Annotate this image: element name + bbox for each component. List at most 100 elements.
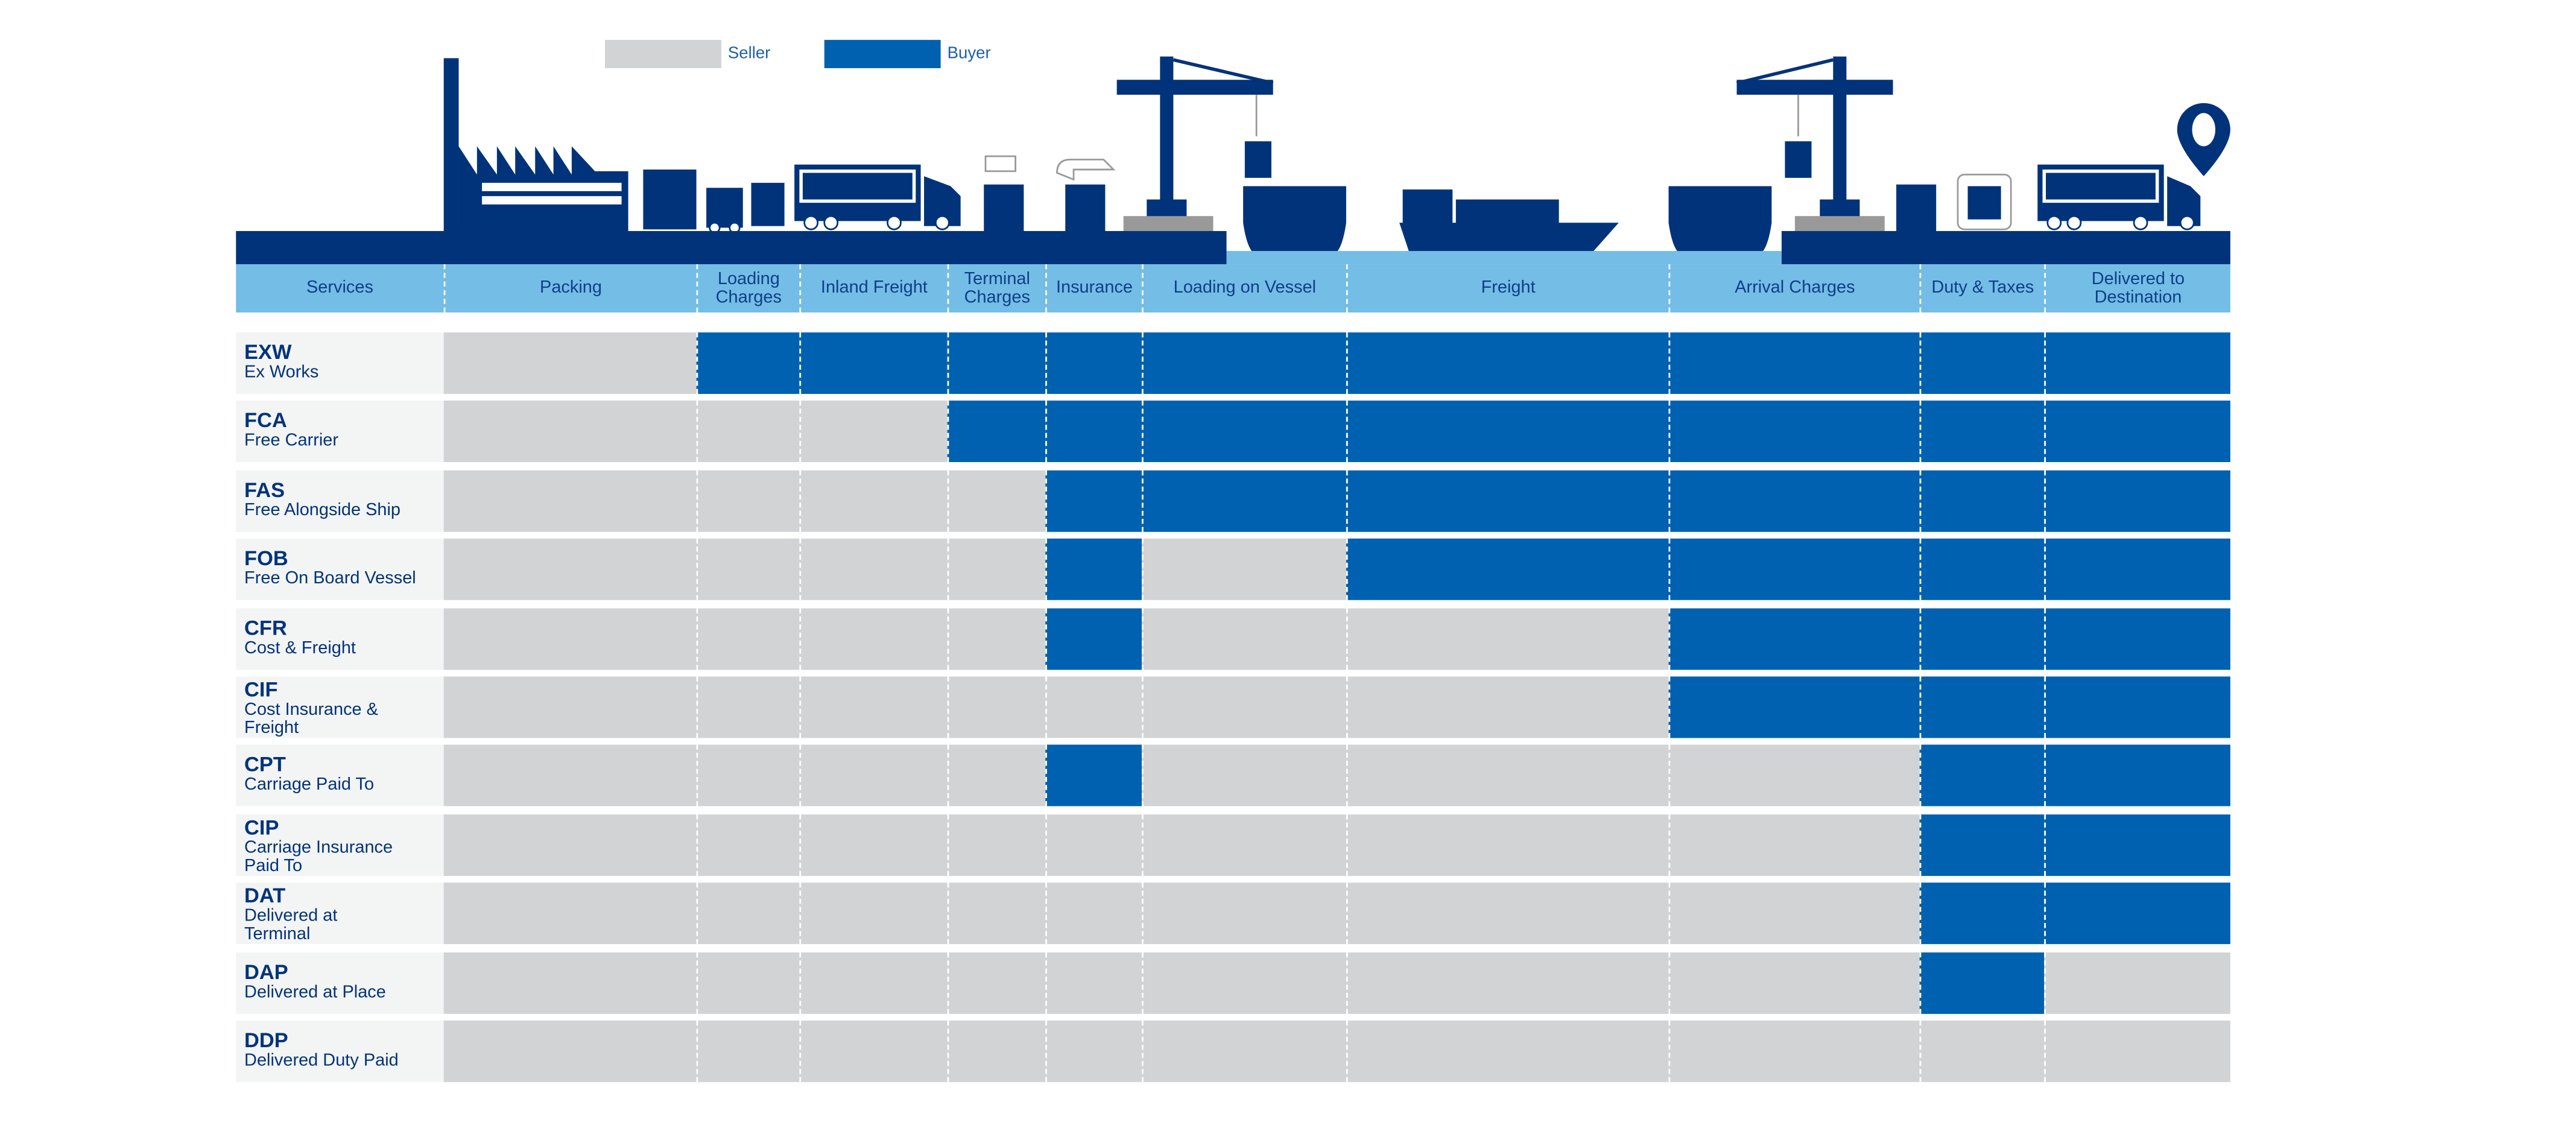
incoterm-description: Cost & Freight: [244, 637, 356, 658]
buyer-cell: [696, 332, 800, 395]
seller-cell: [443, 951, 697, 1013]
seller-cell: [696, 401, 800, 463]
buyer-cell: [1919, 951, 2045, 1013]
seller-cell: [2044, 1020, 2230, 1082]
table-row-ddp: DDP Delivered Duty Paid: [236, 1020, 2230, 1082]
incoterm-description: Carriage Paid To: [244, 775, 375, 796]
seller-cell: [1346, 607, 1669, 670]
buyer-cell: [1142, 332, 1346, 395]
seller-cell: [696, 470, 800, 532]
buyer-cell: [1346, 401, 1669, 463]
seller-cell: [799, 883, 948, 945]
seller-cell: [1142, 676, 1346, 738]
seller-cell: [1142, 951, 1346, 1013]
buyer-cell: [947, 401, 1046, 463]
seller-cell: [1045, 951, 1142, 1013]
header-duty-taxes: Duty & Taxes: [1919, 264, 2045, 313]
incoterm-code: CIP: [244, 816, 279, 839]
service-cell: DAT Delivered at Terminal: [236, 883, 444, 945]
seller-cell: [443, 745, 697, 807]
seller-cell: [947, 1020, 1046, 1082]
table-row-exw: EXW Ex Works: [236, 332, 2230, 395]
crane-icon: [1116, 56, 1274, 232]
buyer-cell: [1668, 470, 1920, 532]
seller-cell: [799, 814, 948, 876]
table-row-cpt: CPT Carriage Paid To: [236, 745, 2230, 807]
header-services: Services: [306, 277, 373, 298]
seller-cell: [1346, 745, 1669, 807]
customs-officer-icon: [1957, 173, 2012, 230]
buyer-cell: [799, 332, 948, 395]
incoterm-description: Free Alongside Ship: [244, 499, 401, 520]
buyer-cell: [1668, 607, 1920, 670]
seller-cell: [1668, 951, 1920, 1013]
seller-cell: [799, 470, 948, 532]
water: [1226, 251, 1782, 265]
seller-cell: [443, 1020, 697, 1082]
buyer-cell: [1668, 401, 1920, 463]
column-header-row: Services Packing Loading Charges Inland …: [236, 264, 2230, 313]
service-cell: DAP Delivered at Place: [236, 951, 444, 1013]
header-freight: Freight: [1346, 264, 1669, 313]
seller-cell: [1346, 676, 1669, 738]
service-cell: EXW Ex Works: [236, 332, 444, 395]
seller-cell: [1346, 814, 1669, 876]
seller-cell: [696, 1020, 800, 1082]
seller-cell: [799, 676, 948, 738]
seller-cell: [1668, 883, 1920, 945]
seller-cell: [1668, 745, 1920, 807]
seller-cell: [696, 539, 800, 601]
buyer-cell: [2044, 814, 2230, 876]
seller-cell: [443, 401, 697, 463]
seller-cell: [947, 539, 1046, 601]
lorry-icon: [2037, 164, 2201, 230]
seller-cell: [1045, 1020, 1142, 1082]
header-insurance: Insurance: [1045, 264, 1142, 313]
lorry-icon: [794, 164, 961, 230]
seller-cell: [443, 676, 697, 738]
incoterm-code: DAP: [244, 960, 288, 984]
table-row-fob: FOB Free On Board Vessel: [236, 539, 2230, 601]
seller-cell: [799, 607, 948, 670]
incoterm-description: Free On Board Vessel: [244, 568, 416, 589]
seller-cell: [947, 676, 1046, 738]
ship-icon: [1668, 186, 1772, 253]
money-icon: [984, 155, 1016, 173]
seller-cell: [1346, 1020, 1669, 1082]
seller-cell: [443, 607, 697, 670]
buyer-cell: [1142, 470, 1346, 532]
service-cell: FAS Free Alongside Ship: [236, 470, 444, 532]
buyer-cell: [1919, 332, 2045, 395]
buyer-cell: [1919, 814, 2045, 876]
incoterm-description: Delivered at Place: [244, 981, 386, 1002]
buyer-cell: [1668, 332, 1920, 395]
buyer-cell: [1045, 745, 1142, 807]
incoterm-description: Delivered Duty Paid: [244, 1050, 399, 1071]
incoterm-code: CPT: [244, 753, 286, 777]
legend-buyer-label: Buyer: [947, 45, 991, 63]
seller-cell: [1668, 814, 1920, 876]
ship-icon: [1243, 186, 1346, 253]
incoterm-description: Free Carrier: [244, 431, 339, 451]
buyer-cell: [1919, 470, 2045, 532]
seller-cell: [696, 951, 800, 1013]
buyer-cell: [1346, 539, 1669, 601]
buyer-cell: [1045, 332, 1142, 395]
table-row-dat: DAT Delivered at Terminal: [236, 883, 2230, 945]
buyer-cell: [1919, 745, 2045, 807]
buyer-cell: [1919, 539, 2045, 601]
legend-seller-label: Seller: [727, 45, 771, 63]
seller-cell: [1142, 539, 1346, 601]
incoterm-code: FAS: [244, 478, 285, 502]
incoterm-code: CIF: [244, 678, 278, 702]
buyer-cell: [1142, 401, 1346, 463]
seller-cell: [799, 951, 948, 1013]
service-cell: FCA Free Carrier: [236, 401, 444, 463]
seller-cell: [696, 883, 800, 945]
seller-cell: [1346, 951, 1669, 1013]
incoterm-description: Delivered at Terminal: [244, 906, 338, 945]
seller-cell: [443, 883, 697, 945]
table-row-cif: CIF Cost Insurance & Freight: [236, 676, 2230, 738]
location-pin-icon: [2177, 103, 2230, 177]
